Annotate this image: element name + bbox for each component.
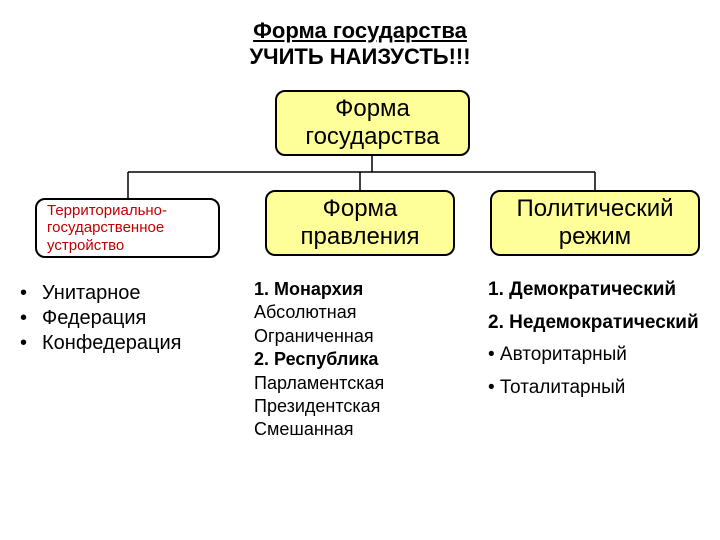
title-line2: УЧИТЬ НАИЗУСТЬ!!! — [0, 44, 720, 70]
list-government-form: 1. Монархия Абсолютная Ограниченная 2. Р… — [254, 278, 454, 442]
list-item: 1. Монархия — [254, 278, 454, 301]
list-item: Абсолютная — [254, 301, 454, 324]
list-item: Президентская — [254, 395, 454, 418]
list-item: Смешанная — [254, 418, 454, 441]
list-item: Парламентская — [254, 372, 454, 395]
list-item: • Авторитарный — [488, 343, 720, 368]
node-territorial-label: Территориально-государственное устройств… — [47, 202, 208, 254]
list-item: 2. Недемократический — [488, 311, 720, 336]
node-root: Форма государства — [275, 90, 470, 156]
node-political-regime: Политический режим — [490, 190, 700, 256]
list-item: 1. Демократический — [488, 278, 720, 303]
list-item: •Федерация — [20, 307, 240, 330]
header: Форма государства УЧИТЬ НАИЗУСТЬ!!! — [0, 0, 720, 70]
node-territorial: Территориально-государственное устройств… — [35, 198, 220, 258]
title-line1: Форма государства — [0, 18, 720, 44]
connector-lines — [0, 0, 720, 540]
list-item: •Унитарное — [20, 282, 240, 305]
list-item: •Конфедерация — [20, 332, 240, 355]
list-item: 2. Республика — [254, 348, 454, 371]
node-root-label: Форма государства — [287, 95, 458, 150]
node-government-form: Форма правления — [265, 190, 455, 256]
list-political-regime: 1. Демократический 2. Недемократический … — [488, 278, 720, 409]
list-item: Ограниченная — [254, 325, 454, 348]
list-item: • Тоталитарный — [488, 376, 720, 401]
node-government-form-label: Форма правления — [277, 195, 443, 250]
node-political-regime-label: Политический режим — [502, 195, 688, 250]
list-territorial: •Унитарное •Федерация •Конфедерация — [20, 282, 240, 357]
